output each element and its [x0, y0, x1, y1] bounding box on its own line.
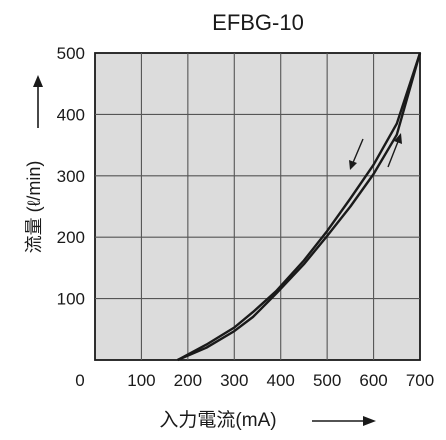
- grid-lines: [95, 53, 420, 360]
- x-tick-label: 500: [313, 371, 341, 390]
- y-axis-label: 流量 (ℓ/min): [24, 161, 44, 254]
- y-tick-label: 200: [57, 228, 85, 247]
- x-tick-label: 100: [127, 371, 155, 390]
- y-tick-label: 400: [57, 105, 85, 124]
- x-tick-label: 0: [75, 371, 84, 390]
- x-tick-labels: 0 100 200 300 400 500 600 700: [75, 371, 434, 390]
- y-tick-labels: 100 200 300 400 500: [57, 44, 85, 309]
- x-tick-label: 300: [220, 371, 248, 390]
- series-lines: [177, 52, 422, 362]
- series-line-up: [177, 52, 422, 362]
- y-axis-arrow-icon: [33, 75, 43, 128]
- y-tick-label: 500: [57, 44, 85, 63]
- x-tick-label: 400: [267, 371, 295, 390]
- x-tick-label: 700: [406, 371, 434, 390]
- y-tick-label: 100: [57, 290, 85, 309]
- x-tick-label: 600: [359, 371, 387, 390]
- x-axis-label: 入力電流(mA): [159, 409, 276, 431]
- x-tick-label: 200: [174, 371, 202, 390]
- chart-title: EFBG-10: [212, 10, 304, 35]
- series-line-down: [177, 52, 422, 362]
- arrow-down-icon: [349, 138, 364, 170]
- x-axis-arrow-icon: [312, 416, 376, 426]
- y-tick-label: 300: [57, 167, 85, 186]
- arrow-up-icon: [387, 133, 402, 168]
